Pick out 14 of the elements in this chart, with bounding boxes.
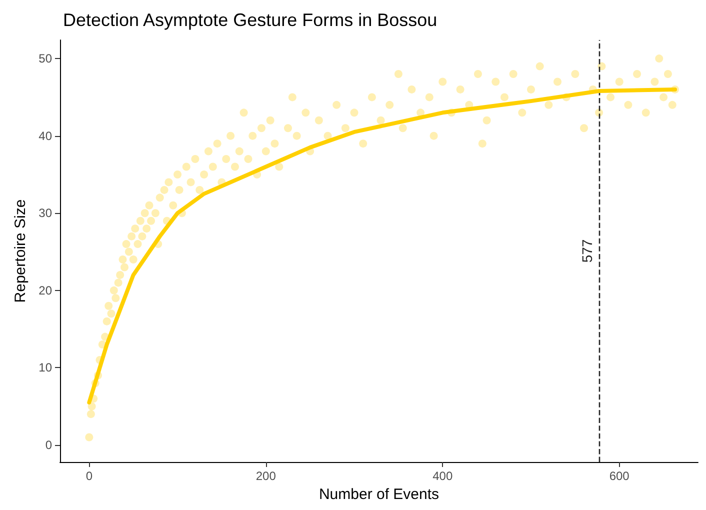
y-tick-label: 0	[45, 438, 52, 452]
y-axis-title: Repertoire Size	[12, 199, 29, 303]
y-tick-label: 30	[38, 206, 52, 220]
chart-title: Detection Asymptote Gesture Forms in Bossou	[63, 10, 438, 30]
y-tick-label: 20	[38, 283, 52, 298]
ref-line-label: 577	[579, 239, 596, 263]
x-tick-label: 600	[609, 469, 630, 483]
x-tick-label: 0	[86, 469, 93, 483]
y-tick-label: 40	[38, 128, 52, 143]
y-tick-label: 50	[38, 52, 52, 66]
x-tick-label: 400	[432, 469, 453, 483]
x-axis-title: Number of Events	[318, 486, 440, 503]
x-tick-label: 200	[256, 469, 276, 483]
y-tick-label: 10	[38, 360, 52, 375]
